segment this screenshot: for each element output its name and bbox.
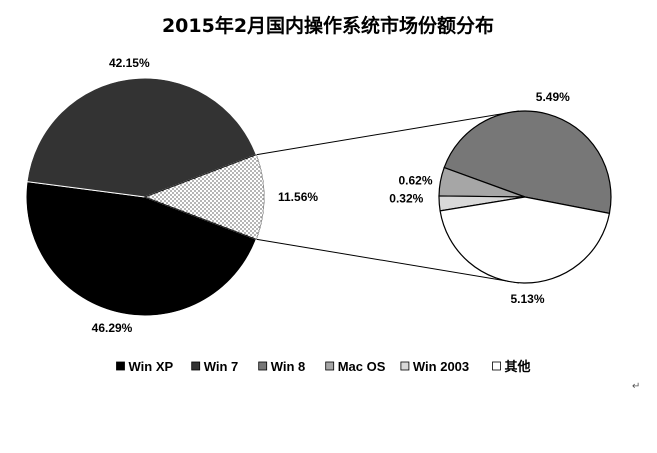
legend-swatch-mac-os [325,361,335,371]
legend-item-win-7: Win 7 [191,359,239,374]
legend-label-win-xp: Win XP [129,359,174,374]
connector-line-top [256,110,520,156]
data-labels: 46.29% 42.15% 11.56% 5.49% 0.62% 0.32% 5.13% [92,56,570,335]
data-label-other: 5.13% [510,292,544,306]
legend-label-win-2003: Win 2003 [413,359,469,374]
data-label-win-8: 5.49% [536,90,570,104]
legend-label-other: 其他 [505,359,531,375]
legend-label-win-8: Win 8 [271,359,306,374]
data-label-win-7: 42.15% [109,56,150,70]
connector-lines [256,110,520,284]
secondary-slice-other [439,196,611,284]
connector-line-bottom [256,238,520,284]
legend-swatch-win-2003 [400,361,410,371]
legend-swatch-win-8 [258,361,268,371]
secondary-slice-win-8 [443,110,612,215]
legend-swatch-other [492,361,501,371]
legend-item-win-8: Win 8 [258,359,306,374]
chart-title: 2015年2月国内操作系统市场份额分布 [162,14,494,37]
legend-item-win-xp: Win XP [116,359,174,374]
data-label-mac-os: 0.62% [398,174,432,188]
legend-swatch-win-7 [191,361,201,371]
legend-item-mac-os: Mac OS [325,359,386,374]
legend-item-win-2003: Win 2003 [400,359,469,374]
main-pie [25,77,265,317]
legend-label-mac-os: Mac OS [338,359,386,374]
main-pie-outline [25,77,265,317]
legend-item-other: 其他 [492,359,531,375]
paragraph-mark: ↵ [632,381,640,392]
data-label-other-group: 11.56% [278,190,318,204]
legend-label-win-7: Win 7 [204,359,239,374]
data-label-win-xp: 46.29% [92,321,133,335]
legend-swatch-win-xp [116,361,125,371]
secondary-pie [438,110,612,284]
data-label-win-2003: 0.32% [389,192,423,206]
legend: Win XP Win 7 Win 8 Mac OS Win 2003 其他 [116,359,531,375]
